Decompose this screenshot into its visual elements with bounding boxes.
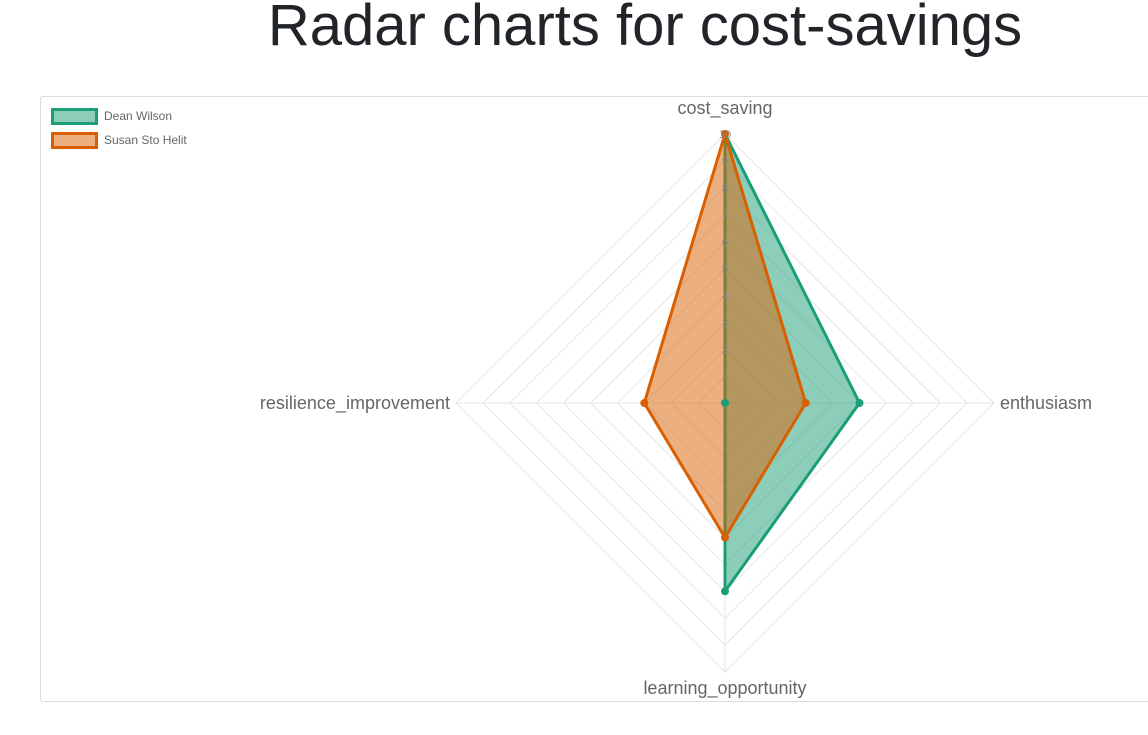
legend-swatch: [51, 131, 98, 149]
data-point[interactable]: [721, 130, 729, 138]
data-point[interactable]: [801, 399, 810, 407]
legend-item-series-0[interactable]: Dean Wilson: [51, 104, 187, 128]
tick-label: 10: [719, 129, 731, 141]
data-point[interactable]: [721, 533, 729, 542]
legend-item-series-1[interactable]: Susan Sto Helit: [51, 128, 187, 152]
data-point[interactable]: [855, 399, 864, 407]
tick-label: 4: [722, 290, 728, 302]
radar-points: [640, 130, 864, 596]
legend-label: Susan Sto Helit: [104, 133, 187, 147]
page-title: Radar charts for cost-savings: [267, 0, 1023, 58]
tick-label: 8: [722, 183, 728, 195]
tick-label: 1: [722, 371, 728, 383]
radar-series: [642, 132, 861, 593]
tick-label: 7: [722, 210, 728, 222]
tick-label: 6: [722, 237, 728, 249]
tick-label: 9: [722, 156, 728, 168]
radar-tick-labels: 1 2 3 4 5 6 7 8 9 10: [719, 129, 731, 383]
axis-label-enthusiasm: enthusiasm: [1000, 393, 1092, 413]
axis-label-resilience-improvement: resilience_improvement: [260, 393, 450, 414]
legend: Dean Wilson Susan Sto Helit: [51, 104, 187, 152]
radar-axis-labels: cost_saving enthusiasm learning_opportunit…: [260, 98, 1092, 699]
tick-label: 2: [722, 344, 728, 356]
data-point[interactable]: [721, 587, 729, 596]
axis-label-learning-opportunity: learning_opportunity: [643, 678, 806, 699]
data-point[interactable]: [640, 399, 649, 407]
axis-label-cost-saving: cost_saving: [677, 98, 772, 119]
legend-swatch: [51, 107, 98, 125]
tick-label: 5: [722, 264, 728, 276]
legend-label: Dean Wilson: [104, 109, 173, 123]
tick-label: 3: [722, 317, 728, 329]
data-point[interactable]: [721, 399, 729, 407]
